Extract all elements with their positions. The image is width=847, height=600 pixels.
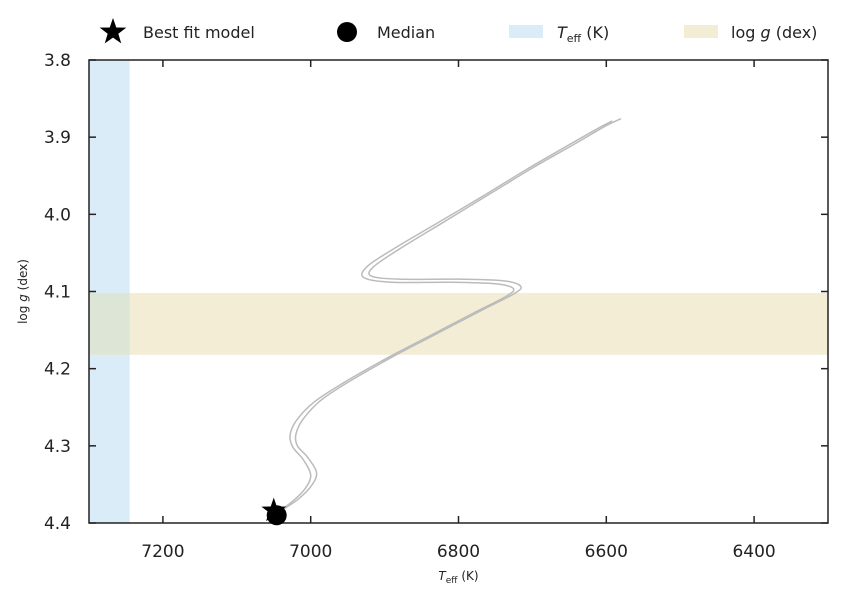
plot-frame — [88, 59, 829, 524]
logg-band — [89, 293, 828, 355]
y-tick-label: 4.4 — [44, 514, 71, 534]
legend-item-teff-band: Teff (K) — [509, 23, 609, 45]
shaded-bands — [89, 60, 828, 523]
x-axis-label: Teff (K) — [438, 569, 478, 586]
circle-icon — [337, 22, 357, 42]
x-tick-label: 6800 — [437, 542, 480, 562]
axis-ticks: 7200 7000 6800 6600 6400 3.8 3.9 4.0 4.1 4.2 4.3 4.… — [44, 51, 828, 562]
model-track-1 — [280, 117, 622, 512]
y-axis-label: log g (dex) — [16, 259, 30, 324]
x-tick-label: 7200 — [141, 542, 184, 562]
y-tick-label: 3.8 — [44, 51, 71, 71]
teff-band-swatch — [509, 25, 543, 38]
legend: Best fit model Median Teff (K) log g (de… — [99, 18, 817, 45]
legend-item-median: Median — [337, 22, 435, 42]
x-tick-label: 6400 — [732, 542, 775, 562]
star-icon — [99, 18, 127, 44]
y-tick-label: 4.0 — [44, 205, 71, 225]
x-tick-label: 7000 — [289, 542, 332, 562]
y-tick-label: 4.3 — [44, 437, 71, 457]
legend-item-best-fit: Best fit model — [99, 18, 255, 44]
legend-item-logg-band: log g (dex) — [684, 23, 817, 42]
band-overlap — [89, 293, 130, 355]
model-track-2 — [274, 120, 613, 515]
legend-label-teff: Teff (K) — [557, 23, 609, 45]
y-tick-label: 3.9 — [44, 128, 71, 148]
legend-label-median: Median — [377, 23, 435, 42]
point-markers — [261, 497, 287, 526]
logg-band-swatch — [684, 25, 718, 38]
legend-label-best-fit: Best fit model — [143, 23, 255, 42]
x-tick-label: 6600 — [585, 542, 628, 562]
legend-label-logg: log g (dex) — [731, 23, 817, 42]
y-tick-label: 4.2 — [44, 360, 71, 380]
y-tick-label: 4.1 — [44, 283, 71, 303]
median-marker — [266, 505, 287, 526]
model-tracks — [274, 117, 622, 515]
